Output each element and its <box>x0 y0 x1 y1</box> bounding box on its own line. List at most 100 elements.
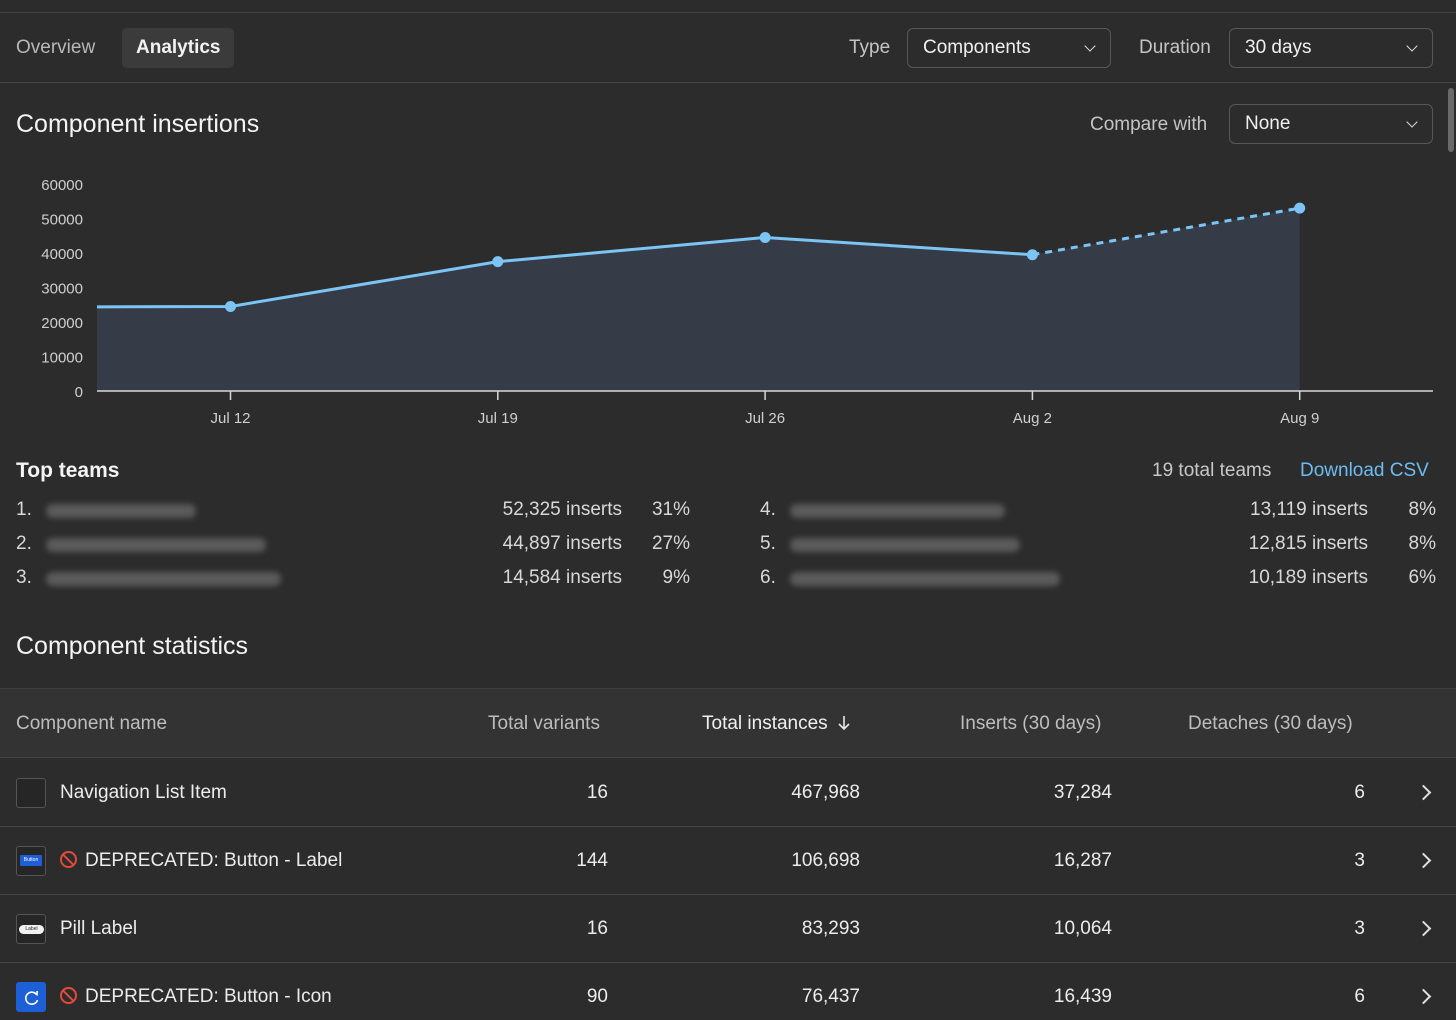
team-inserts: 44,897 inserts <box>502 533 622 554</box>
component-name-label: Pill Label <box>60 918 138 939</box>
component-statistics-title: Component statistics <box>16 632 249 660</box>
team-percent: 8% <box>1408 533 1436 554</box>
team-row: 4. 13,119 inserts 8% <box>760 496 1436 524</box>
team-row: 2. 44,897 inserts 27% <box>16 530 692 558</box>
team-inserts: 52,325 inserts <box>502 499 622 520</box>
prohibited-icon <box>60 851 77 868</box>
data-point[interactable] <box>1294 202 1306 214</box>
download-csv-link[interactable]: Download CSV <box>1300 460 1429 481</box>
prohibited-icon <box>60 987 77 1004</box>
total-variants: 90 <box>586 986 608 1007</box>
duration-select-value: 30 days <box>1245 37 1312 58</box>
y-tick-label: 50000 <box>41 212 83 229</box>
y-tick-label: 30000 <box>41 281 83 298</box>
inserts-30-days: 10,064 <box>1053 918 1112 939</box>
component-thumbnail <box>16 982 46 1012</box>
total-teams-count: 19 total teams <box>1152 460 1272 481</box>
total-instances: 106,698 <box>791 850 860 871</box>
team-rank: 2. <box>16 533 32 554</box>
table-row[interactable]: Navigation List Item 16 467,968 37,284 6 <box>0 759 1456 827</box>
team-row: 1. 52,325 inserts 31% <box>16 496 692 524</box>
table-row[interactable]: Label Pill Label 16 83,293 10,064 3 <box>0 895 1456 963</box>
component-thumbnail: Label <box>16 914 46 944</box>
tab-overview[interactable]: Overview <box>16 37 96 58</box>
team-row: 3. 14,584 inserts 9% <box>16 564 692 592</box>
team-row: 5. 12,815 inserts 8% <box>760 530 1436 558</box>
chevron-down-icon <box>1084 40 1096 52</box>
top-divider <box>0 12 1456 13</box>
team-rank: 6. <box>760 567 776 588</box>
data-point[interactable] <box>759 231 771 243</box>
y-tick-label: 60000 <box>41 177 83 194</box>
component-thumbnail: Button <box>16 846 46 876</box>
component-name[interactable]: DEPRECATED: Button - Label <box>60 827 342 895</box>
total-instances: 83,293 <box>801 918 860 939</box>
y-tick-label: 10000 <box>41 350 83 367</box>
inserts-30-days: 37,284 <box>1053 782 1112 803</box>
duration-filter-label: Duration <box>1139 37 1211 58</box>
top-teams-title: Top teams <box>16 459 120 482</box>
component-name-label: Navigation List Item <box>60 782 227 803</box>
compare-select[interactable]: None <box>1229 104 1433 144</box>
tab-analytics[interactable]: Analytics <box>122 28 235 68</box>
team-inserts: 14,584 inserts <box>502 567 622 588</box>
chevron-right-icon[interactable] <box>1415 988 1432 1005</box>
x-tick-label: Jul 19 <box>478 410 518 427</box>
detaches-30-days: 6 <box>1354 782 1365 803</box>
chevron-right-icon[interactable] <box>1415 920 1432 937</box>
column-header-instances-label: Total instances <box>702 713 828 734</box>
refresh-icon <box>25 990 39 1005</box>
total-instances: 76,437 <box>801 986 860 1007</box>
table-row[interactable]: DEPRECATED: Button - Icon 90 76,437 16,439 6 <box>0 963 1456 1020</box>
data-point[interactable] <box>492 256 504 268</box>
chevron-right-icon[interactable] <box>1415 784 1432 801</box>
table-header: Component name Total variants Total inst… <box>0 688 1456 758</box>
x-tick-label: Jul 26 <box>745 410 785 427</box>
arrow-down-icon <box>838 716 850 731</box>
type-select-value: Components <box>923 37 1031 58</box>
team-name-redacted <box>790 538 1020 552</box>
total-instances: 467,968 <box>791 782 860 803</box>
table-row[interactable]: Button DEPRECATED: Button - Label 144 106,6… <box>0 827 1456 895</box>
team-name-redacted <box>790 504 1005 518</box>
x-tick-label: Jul 12 <box>210 410 250 427</box>
detaches-30-days: 3 <box>1354 918 1365 939</box>
y-tick-label: 0 <box>75 384 83 401</box>
component-name[interactable]: Navigation List Item <box>60 759 227 827</box>
team-inserts: 12,815 inserts <box>1248 533 1368 554</box>
scrollbar-thumb[interactable] <box>1448 88 1454 152</box>
type-select[interactable]: Components <box>907 28 1111 68</box>
series-projected-line <box>1032 206 1300 257</box>
data-point[interactable] <box>1026 249 1038 261</box>
team-inserts: 10,189 inserts <box>1248 567 1368 588</box>
column-header-detaches[interactable]: Detaches (30 days) <box>1188 713 1353 734</box>
team-name-redacted <box>790 572 1060 586</box>
component-name-label: DEPRECATED: Button - Label <box>85 850 343 871</box>
team-name-redacted <box>46 572 281 586</box>
column-header-variants[interactable]: Total variants <box>488 713 600 734</box>
column-header-name[interactable]: Component name <box>16 713 168 734</box>
team-percent: 27% <box>651 533 690 554</box>
y-tick-label: 40000 <box>41 246 83 263</box>
type-filter-label: Type <box>849 37 891 58</box>
column-header-inserts[interactable]: Inserts (30 days) <box>960 713 1102 734</box>
total-variants: 16 <box>586 782 608 803</box>
insertions-title: Component insertions <box>16 110 260 138</box>
team-percent: 31% <box>651 499 690 520</box>
team-rank: 4. <box>760 499 776 520</box>
team-rank: 3. <box>16 567 32 588</box>
component-name[interactable]: Pill Label <box>60 895 137 963</box>
component-name[interactable]: DEPRECATED: Button - Icon <box>60 963 332 1020</box>
team-percent: 8% <box>1408 499 1436 520</box>
inserts-30-days: 16,439 <box>1053 986 1112 1007</box>
inserts-30-days: 16,287 <box>1053 850 1112 871</box>
y-tick-label: 20000 <box>41 315 83 332</box>
team-name-redacted <box>46 504 196 518</box>
chevron-right-icon[interactable] <box>1415 852 1432 869</box>
column-header-instances[interactable]: Total instances <box>702 689 851 759</box>
button-preview: Button <box>20 855 42 866</box>
data-point[interactable] <box>225 300 236 312</box>
compare-select-value: None <box>1245 113 1291 134</box>
duration-select[interactable]: 30 days <box>1229 28 1433 68</box>
team-row: 6. 10,189 inserts 6% <box>760 564 1436 592</box>
